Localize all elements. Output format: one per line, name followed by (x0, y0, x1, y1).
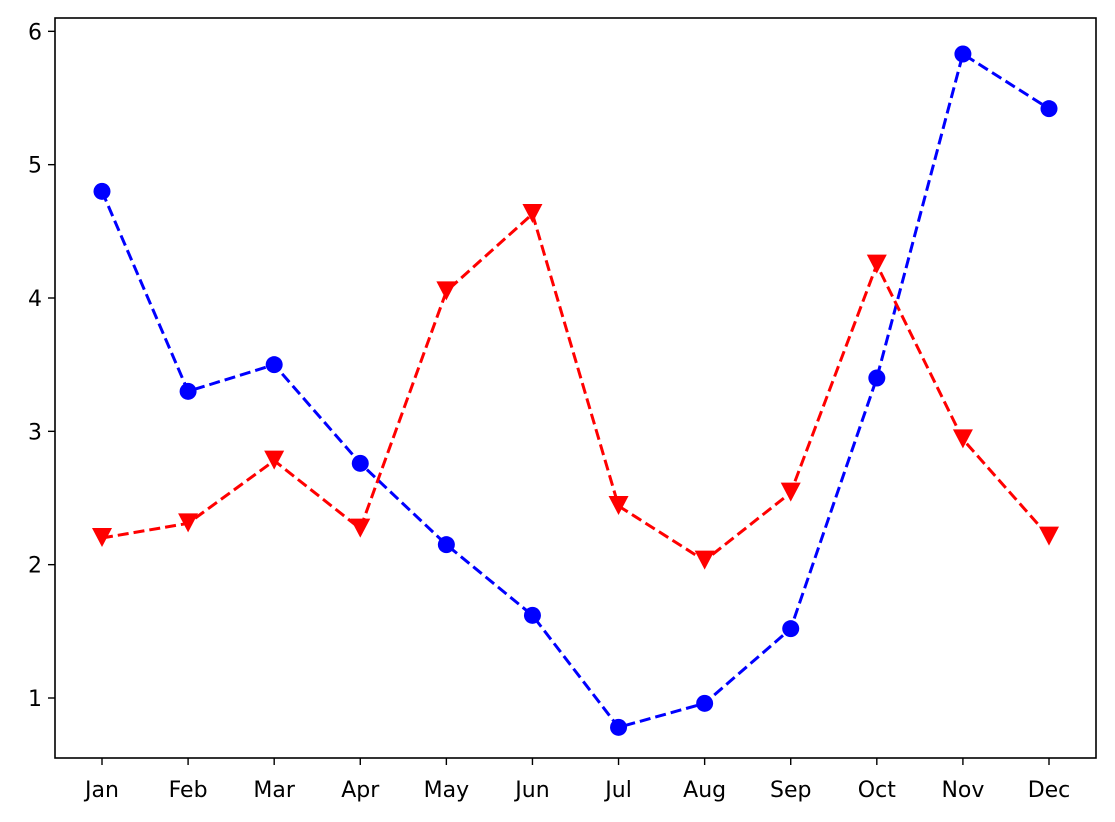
series-1-point (610, 718, 628, 736)
x-tick-label: Jul (603, 778, 632, 803)
series-2-line (101, 211, 1051, 563)
x-tick-label: Oct (858, 778, 896, 803)
series-2-point (608, 496, 629, 515)
series-2-point (178, 513, 199, 533)
x-tick-label: Jan (83, 778, 119, 803)
x-tick-label: May (424, 778, 469, 803)
y-tick-label: 1 (28, 687, 42, 712)
series-1-point (437, 536, 455, 554)
series-2-point (694, 550, 715, 570)
y-tick-label: 2 (28, 554, 42, 579)
series-1-point (265, 356, 283, 374)
series-1-line (100, 51, 1050, 730)
x-tick-label: Feb (169, 778, 208, 803)
series-1-point (782, 620, 800, 638)
series-1-point (179, 382, 197, 400)
series-2-point (1039, 526, 1059, 546)
y-tick-label: 6 (28, 20, 42, 45)
plot-frame (54, 17, 1097, 759)
series-1-point (954, 45, 972, 63)
series-2 (92, 204, 1059, 570)
x-tick-label: Sep (770, 778, 811, 803)
series-2-point (522, 204, 543, 223)
x-tick-label: Dec (1028, 778, 1071, 803)
x-tick-label: Jun (513, 778, 549, 803)
x-tick-label: Nov (941, 778, 984, 803)
y-tick-label: 3 (28, 420, 42, 445)
series-2-point (264, 450, 285, 470)
x-tick-label: Aug (683, 778, 726, 803)
series-1-point (696, 694, 714, 712)
series-2-point (866, 254, 887, 274)
series-1-point (523, 606, 541, 624)
series-1-point (351, 454, 369, 472)
axes-layer: Jan Feb Mar Apr May Jun Jul Aug Sep Oct Nov Dec 1 2 3 4… (28, 20, 1070, 803)
series-1-point (868, 369, 886, 387)
series-2-point (436, 281, 457, 301)
y-tick-label: 5 (28, 154, 42, 179)
x-tick-label: Mar (253, 778, 295, 803)
series-2-point (952, 429, 973, 449)
x-tick-label: Apr (341, 778, 380, 803)
series-1-point (93, 182, 111, 200)
y-tick-label: 4 (28, 287, 42, 312)
series-2-point (780, 482, 801, 502)
series-1-point (1040, 100, 1058, 118)
series-2-point (92, 528, 112, 547)
series-1 (93, 45, 1058, 736)
series-layer (92, 45, 1059, 736)
series-2-point (350, 518, 371, 538)
